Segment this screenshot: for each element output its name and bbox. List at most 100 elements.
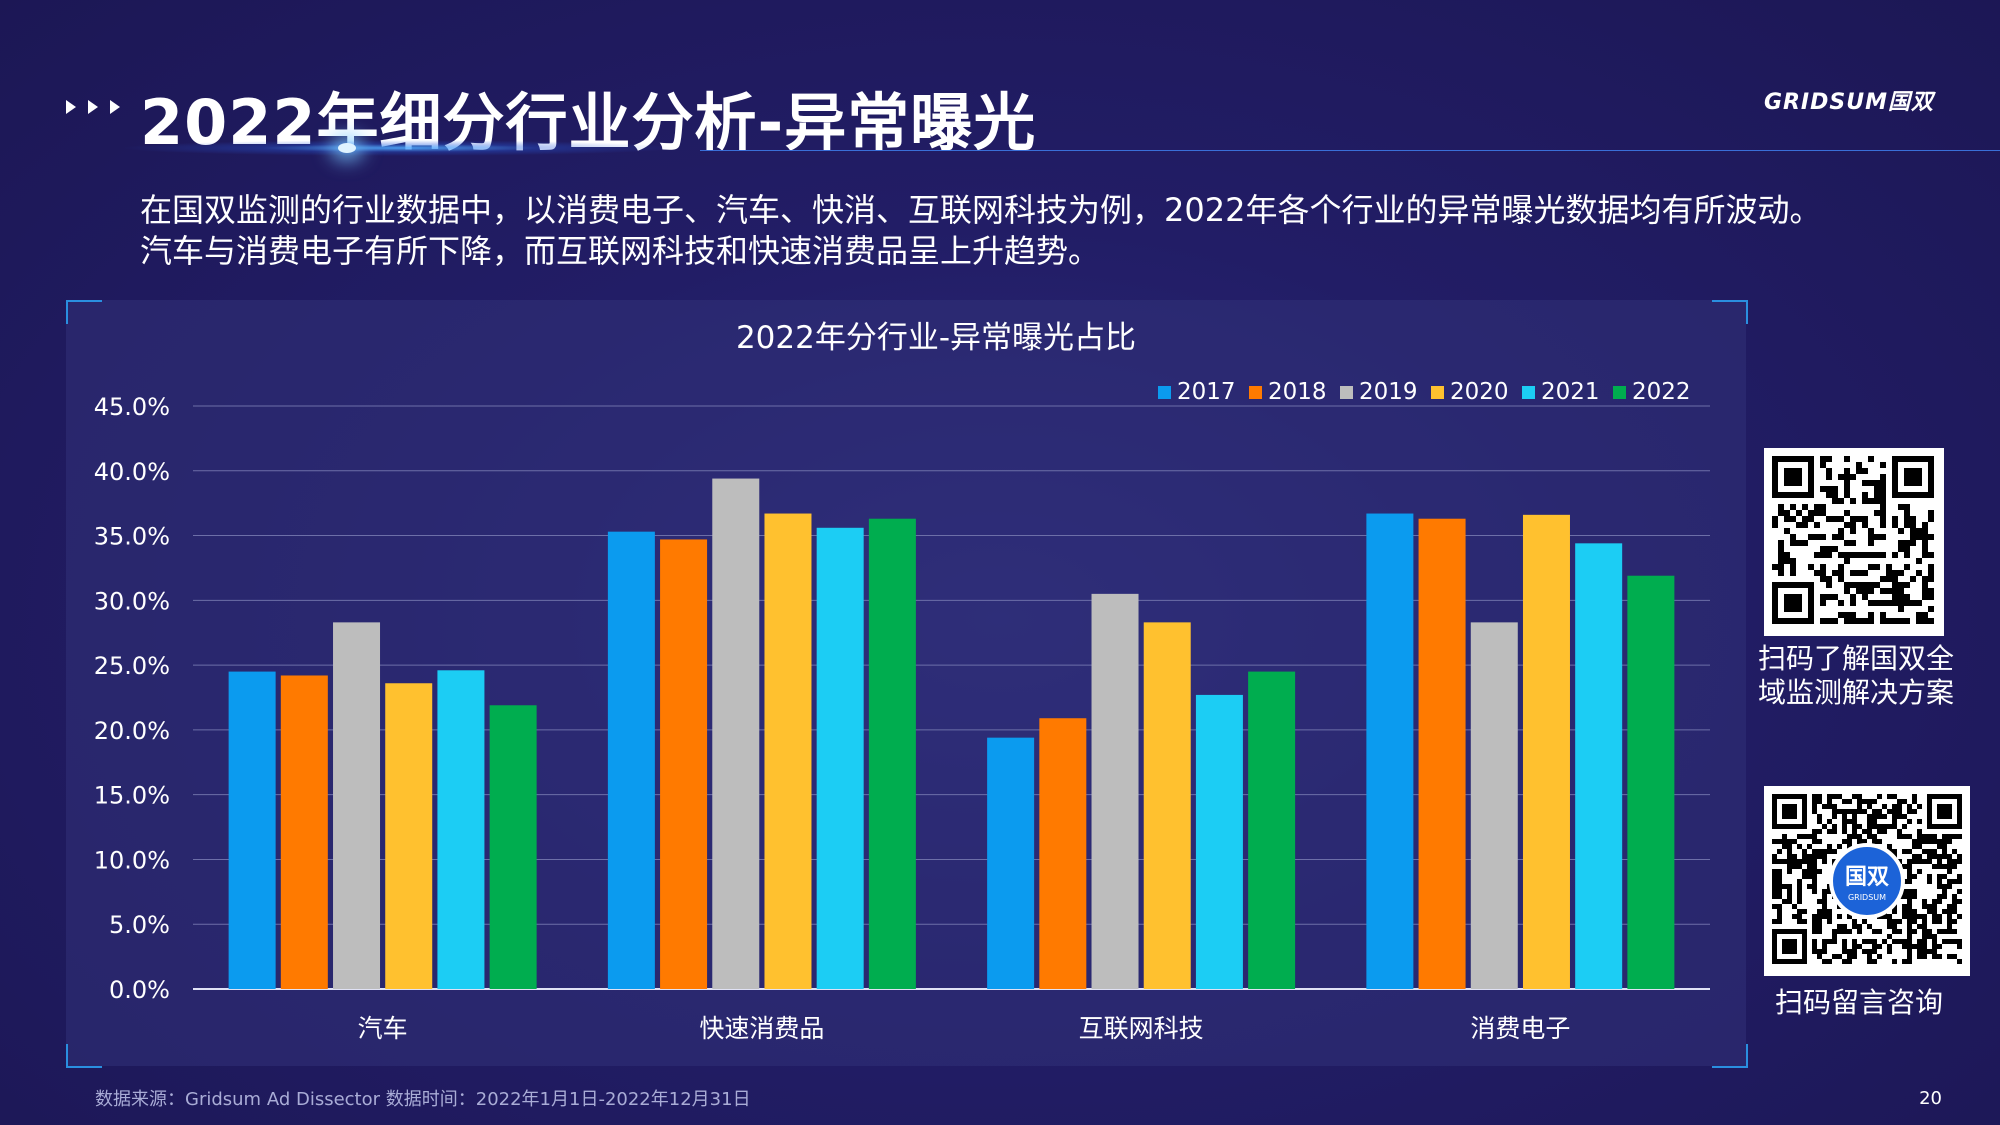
- qr-module: [1917, 924, 1922, 929]
- bar-2017-互联网科技: [987, 737, 1035, 989]
- qr-module: [1874, 492, 1880, 498]
- qr-module: [1927, 934, 1932, 939]
- qr-module: [1826, 516, 1832, 522]
- qr-module: [1942, 889, 1947, 894]
- title-glow-dot: [338, 143, 356, 153]
- qr-module: [1904, 618, 1910, 624]
- qr-module: [1820, 504, 1826, 510]
- qr-module: [1892, 600, 1898, 606]
- qr-module: [1887, 944, 1892, 949]
- qr-module: [1812, 804, 1817, 809]
- qr-module: [1838, 564, 1844, 570]
- qr-module: [1872, 809, 1877, 814]
- qr-module: [1772, 919, 1777, 924]
- qr-module: [1832, 849, 1837, 854]
- qr-module: [1892, 814, 1897, 819]
- qr-code-solutions[interactable]: [1764, 448, 1944, 636]
- qr-module: [1912, 844, 1917, 849]
- qr-module: [1880, 504, 1886, 510]
- qr-module: [1922, 582, 1928, 588]
- bar-2018-快速消费品: [660, 539, 708, 989]
- qr-module: [1772, 874, 1777, 879]
- y-tick-label: 10.0%: [94, 846, 170, 874]
- qr-module: [1827, 849, 1832, 854]
- qr-module: [1827, 939, 1832, 944]
- qr-module: [1772, 564, 1778, 570]
- qr-module: [1787, 894, 1792, 899]
- qr-module: [1867, 819, 1872, 824]
- qr-module: [1852, 954, 1857, 959]
- qr-code-icon: 国双 GRIDSUM: [1772, 794, 1962, 964]
- qr-module: [1842, 814, 1847, 819]
- qr-module: [1880, 492, 1886, 498]
- qr-module: [1852, 824, 1857, 829]
- qr-module: [1847, 809, 1852, 814]
- qr-module: [1898, 618, 1904, 624]
- qr-module: [1892, 594, 1898, 600]
- qr-module: [1952, 834, 1957, 839]
- qr-module: [1917, 914, 1922, 919]
- qr-module: [1822, 899, 1827, 904]
- qr-module: [1852, 919, 1857, 924]
- bar-2017-快速消费品: [607, 531, 655, 989]
- qr-module: [1792, 839, 1797, 844]
- qr-module: [1838, 576, 1844, 582]
- qr-module: [1862, 552, 1868, 558]
- qr-module: [1928, 606, 1934, 612]
- qr-module: [1797, 889, 1802, 894]
- qr-module: [1887, 934, 1892, 939]
- qr-module: [1814, 504, 1820, 510]
- qr-module: [1787, 844, 1792, 849]
- qr-module: [1877, 944, 1882, 949]
- qr-module: [1856, 462, 1862, 468]
- qr-module: [1832, 824, 1837, 829]
- qr-code-consult[interactable]: 国双 GRIDSUM: [1764, 786, 1970, 976]
- qr-module: [1868, 528, 1874, 534]
- qr-module: [1812, 809, 1817, 814]
- qr-module: [1787, 899, 1792, 904]
- qr-module: [1837, 929, 1842, 934]
- qr-module: [1850, 594, 1856, 600]
- qr-module: [1838, 534, 1844, 540]
- qr-module: [1850, 618, 1856, 624]
- qr-module: [1787, 884, 1792, 889]
- qr-module: [1907, 874, 1912, 879]
- qr-module: [1808, 564, 1814, 570]
- y-tick-label: 40.0%: [94, 458, 170, 486]
- qr-module: [1892, 929, 1897, 934]
- qr-module: [1817, 854, 1822, 859]
- qr-module: [1917, 819, 1922, 824]
- qr-module: [1892, 588, 1898, 594]
- qr-module: [1937, 854, 1942, 859]
- qr-module: [1916, 612, 1922, 618]
- qr-module: [1812, 924, 1817, 929]
- qr-module: [1904, 600, 1910, 606]
- qr-module: [1922, 934, 1927, 939]
- qr-module: [1867, 814, 1872, 819]
- qr-module: [1880, 480, 1886, 486]
- qr-module: [1892, 804, 1897, 809]
- qr-module: [1937, 859, 1942, 864]
- qr-module: [1916, 528, 1922, 534]
- qr-module: [1904, 522, 1910, 528]
- qr-module: [1814, 510, 1820, 516]
- qr-module: [1910, 576, 1916, 582]
- qr-module: [1826, 492, 1832, 498]
- qr-module: [1778, 570, 1784, 576]
- qr-module: [1822, 959, 1827, 964]
- qr-module: [1844, 552, 1850, 558]
- qr-module: [1862, 468, 1868, 474]
- qr-module: [1932, 854, 1937, 859]
- qr-module: [1826, 576, 1832, 582]
- qr-module: [1827, 909, 1832, 914]
- qr-module: [1777, 894, 1782, 899]
- qr-finder-pattern: [1772, 794, 1807, 829]
- qr-module: [1880, 516, 1886, 522]
- qr-module: [1912, 914, 1917, 919]
- qr-module: [1832, 804, 1837, 809]
- qr-module: [1777, 874, 1782, 879]
- qr-module: [1907, 834, 1912, 839]
- qr-module: [1868, 564, 1874, 570]
- arrow-icon: [110, 100, 120, 114]
- qr-module: [1838, 600, 1844, 606]
